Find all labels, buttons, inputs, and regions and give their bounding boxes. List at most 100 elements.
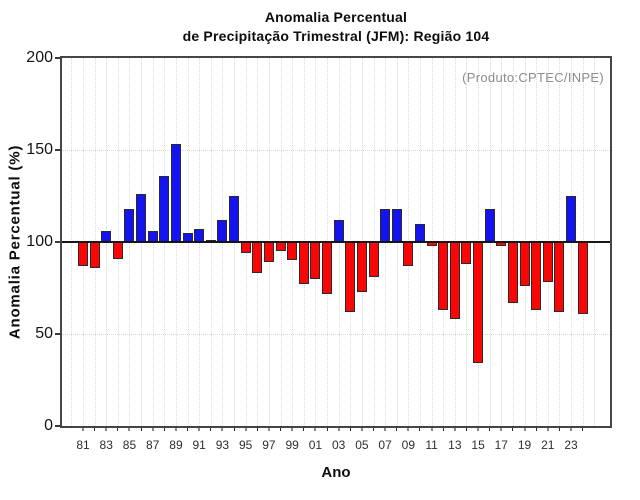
producer-annotation: (Produto:CPTEC/INPE) [462,70,604,85]
x-tick-label-2005: 05 [355,438,369,452]
x-tick-1991 [198,426,201,431]
x-tick-2023 [570,426,573,431]
bar-2020 [531,242,542,311]
bar-1986 [136,194,147,242]
y-tick-label-200: 200 [26,49,53,66]
x-tick-1988 [163,426,165,431]
x-tick-2004 [349,426,351,431]
x-tick-2001 [314,426,317,431]
x-tick-2024 [582,426,584,431]
bar-2012 [438,242,449,311]
gridline-horizontal-150 [62,150,610,151]
bar-2015 [473,242,484,364]
y-tick-150 [55,149,62,151]
bar-1981 [78,242,88,266]
chart-title-line1: Anomalia Percentual [264,9,408,25]
x-tick-1986 [140,426,142,431]
x-tick-label-2017: 17 [494,438,508,452]
plot-area [60,56,612,428]
x-tick-label-1983: 83 [99,438,113,452]
x-tick-1990 [187,426,189,431]
y-tick-label-150: 150 [26,141,53,158]
bar-2006 [368,242,379,277]
x-tick-label-1993: 93 [215,438,230,452]
bar-2019 [519,242,530,287]
x-tick-label-2009: 09 [401,438,416,452]
x-axis-title: Ano [321,464,351,481]
bar-2007 [380,208,391,242]
bar-1998 [275,242,286,252]
bar-1997 [263,242,274,263]
x-tick-label-2003: 03 [331,438,346,452]
x-tick-label-1995: 95 [238,438,253,452]
x-tick-2020 [535,426,537,431]
bar-2014 [461,242,472,265]
bar-1989 [170,144,181,242]
x-tick-1995 [244,426,247,431]
x-tick-1989 [174,426,177,431]
y-tick-label-0: 0 [44,417,53,434]
chart-title-line2: de Precipitação Trimestral (JFM): Região… [182,28,490,44]
x-tick-2007 [384,426,387,431]
chart-title: Anomalia Percentual de Precipitação Trim… [62,8,610,46]
bar-2018 [507,242,518,303]
x-tick-1985 [128,426,131,431]
y-tick-50 [55,333,62,335]
bar-1999 [287,242,298,261]
x-tick-2011 [430,426,433,431]
x-tick-2006 [373,426,374,431]
x-tick-1993 [221,426,224,431]
x-tick-1992 [210,426,212,431]
bar-2000 [298,242,309,285]
x-tick-2015 [477,426,480,431]
y-tick-0 [55,425,62,427]
x-tick-1983 [105,426,108,431]
x-tick-1984 [117,426,119,431]
x-tick-2003 [337,426,340,431]
x-tick-1994 [233,426,235,431]
x-tick-label-1985: 85 [122,438,137,452]
x-tick-label-2021: 21 [541,438,555,452]
x-tick-2000 [303,426,305,431]
bar-2023 [566,196,577,242]
x-tick-2017 [500,426,503,431]
bar-2016 [484,208,495,242]
bar-2013 [449,242,460,320]
x-tick-1999 [291,426,294,431]
bar-1988 [159,175,170,242]
x-tick-2002 [326,426,328,431]
x-tick-2010 [419,426,421,431]
x-tick-label-1981: 81 [76,438,90,452]
x-tick-2012 [442,426,444,431]
x-tick-label-2015: 15 [471,438,485,452]
bar-1982 [89,242,100,268]
x-tick-2013 [453,426,456,431]
bar-1984 [112,242,123,259]
x-tick-label-2011: 11 [425,438,438,452]
bar-2005 [356,242,367,292]
x-tick-2019 [523,426,526,431]
x-tick-label-1999: 99 [285,438,299,452]
x-tick-1982 [94,426,96,431]
baseline-100 [62,241,610,243]
x-tick-label-2023: 23 [564,438,578,452]
x-tick-2008 [396,426,398,431]
x-tick-label-2007: 07 [378,438,392,452]
x-tick-2016 [489,426,491,431]
y-tick-label-50: 50 [35,325,53,342]
x-tick-2022 [558,426,560,431]
bar-2002 [322,242,333,294]
x-tick-1987 [151,426,154,431]
bar-2024 [577,242,588,314]
x-tick-1996 [256,426,258,431]
bar-2001 [310,242,321,279]
bar-1995 [240,242,251,254]
bar-2021 [542,242,553,283]
x-tick-2018 [512,426,514,431]
y-tick-200 [55,57,62,59]
bar-2003 [333,219,344,242]
bar-1996 [252,242,263,274]
x-tick-1997 [267,426,270,431]
x-tick-label-1991: 91 [192,438,206,452]
